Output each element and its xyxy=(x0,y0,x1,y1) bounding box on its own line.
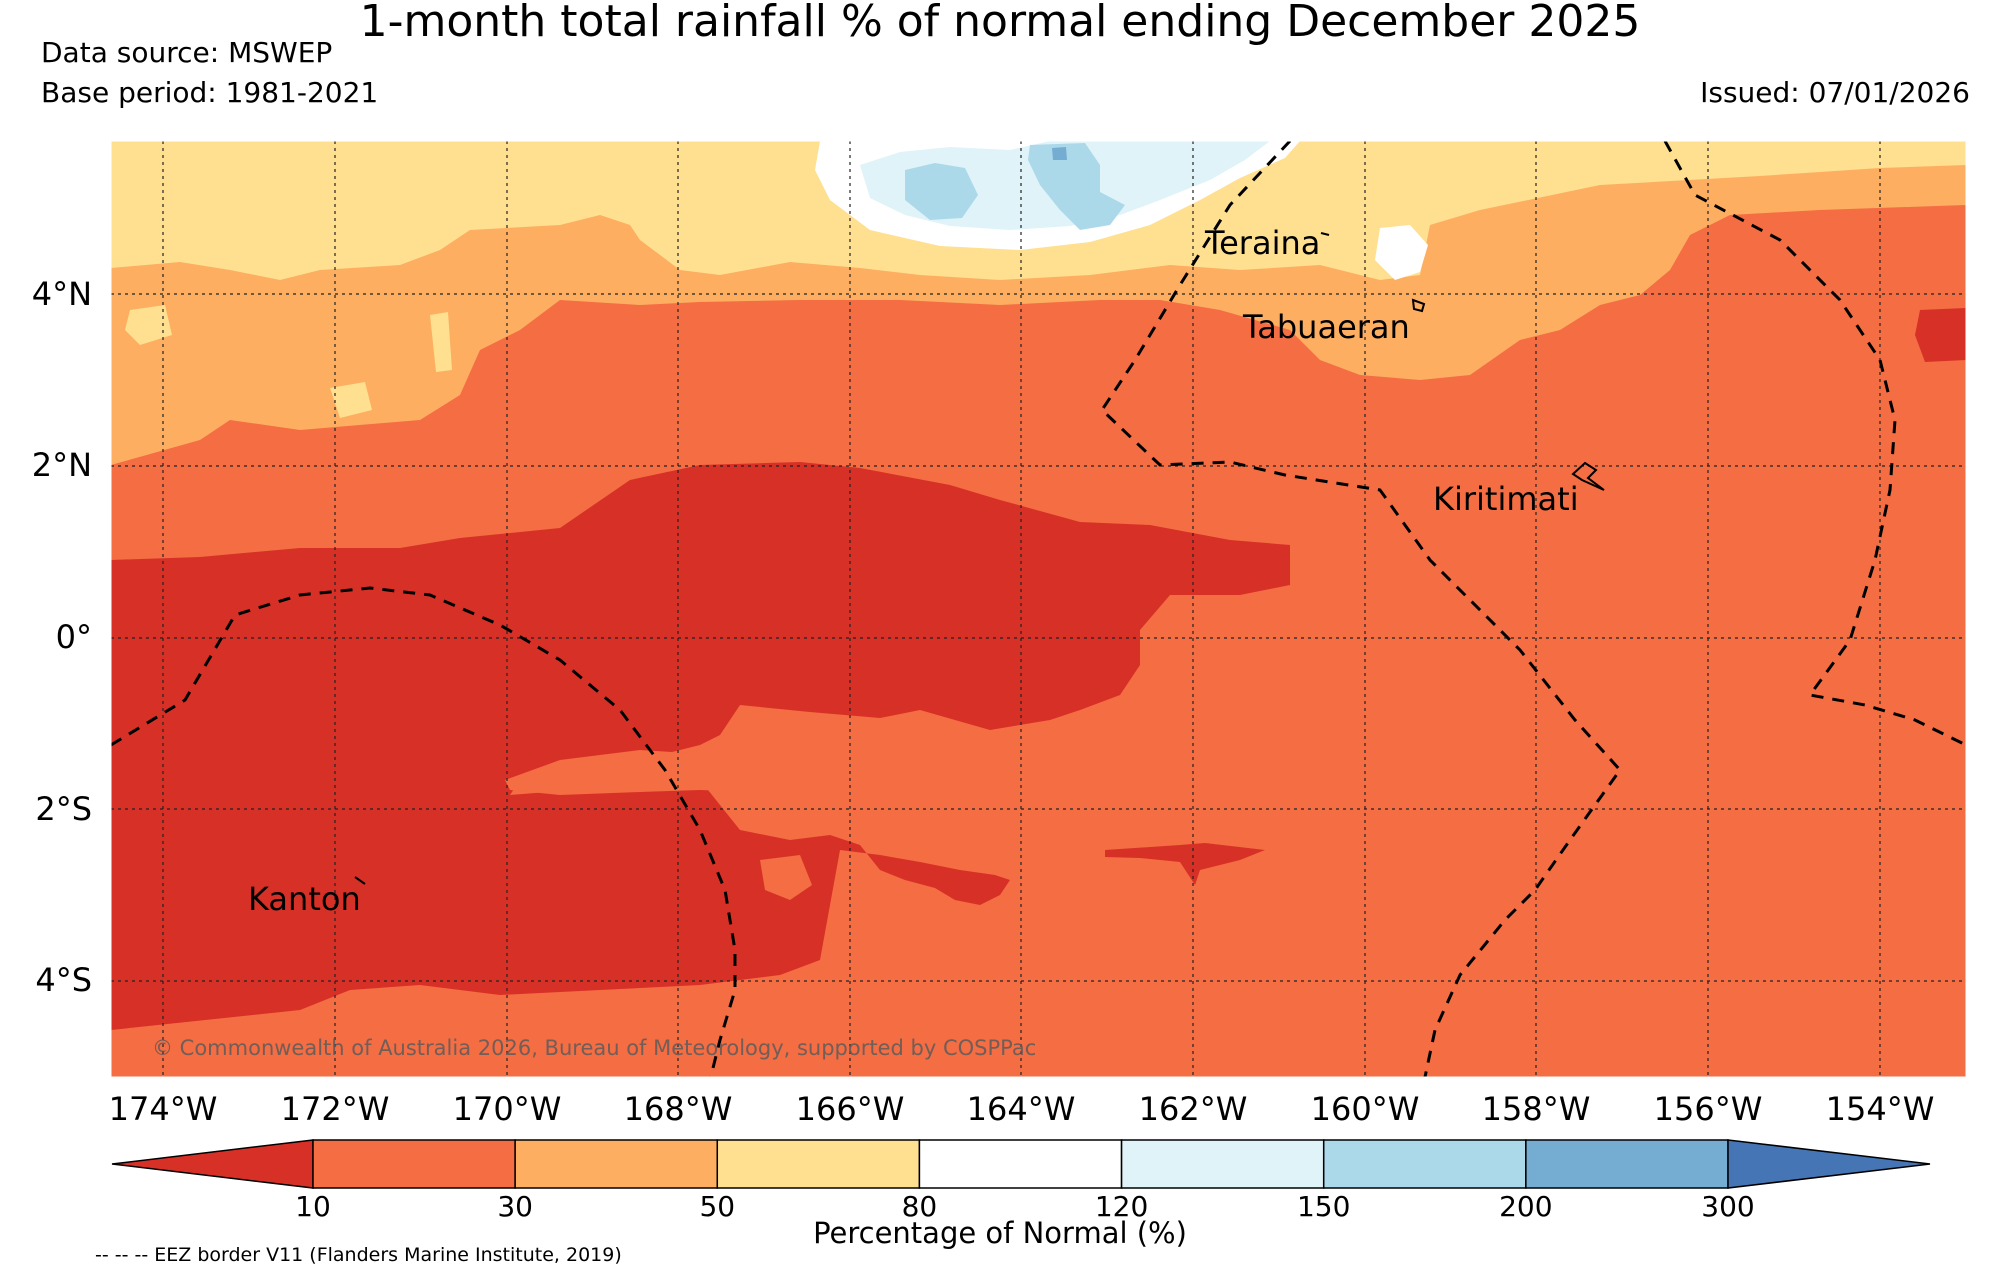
lon-label-164w: 164°W xyxy=(966,1090,1076,1128)
lon-label-170w: 170°W xyxy=(452,1090,562,1128)
zone-150-200 xyxy=(1028,143,1125,230)
island-label-teraina: Teraina xyxy=(1205,224,1321,262)
lon-label-174w: 174°W xyxy=(108,1090,218,1128)
colorbar-segment xyxy=(1525,1139,1729,1189)
zone-below-10-blob xyxy=(1105,843,1265,885)
map-frame xyxy=(110,140,1967,1078)
lon-label-158w: 158°W xyxy=(1481,1090,1591,1128)
lat-label-2n: 2°N xyxy=(31,446,92,484)
colorbar-segment xyxy=(918,1139,1123,1189)
zone-30-50 xyxy=(111,141,1966,465)
colorbar-tick-label: 30 xyxy=(497,1190,533,1223)
zone-200-300 xyxy=(1052,147,1067,160)
lon-label-172w: 172°W xyxy=(280,1090,390,1128)
copyright-notice: © Commonwealth of Australia 2026, Bureau… xyxy=(152,1036,1037,1060)
colorbar-tick-label: 300 xyxy=(1701,1190,1755,1223)
zone-50-80-blob xyxy=(125,305,172,345)
kiritimati-island-outline xyxy=(1571,461,1605,491)
eez-border xyxy=(1663,141,1966,747)
lon-label-156w: 156°W xyxy=(1653,1090,1763,1128)
zone-150-200 xyxy=(905,163,978,220)
colorbar-extend-low xyxy=(111,1139,314,1189)
zone-below-10 xyxy=(111,462,1290,1030)
zone-10-30-tongue xyxy=(505,750,760,795)
lon-label-160w: 160°W xyxy=(1310,1090,1420,1128)
data-source-label: Data source: MSWEP xyxy=(41,36,333,69)
eez-border xyxy=(111,586,737,1077)
colorbar-segment xyxy=(716,1139,921,1189)
zone-80-120 xyxy=(1375,225,1428,280)
colorbar-tick-label: 10 xyxy=(295,1190,331,1223)
kanton-island-outline xyxy=(354,876,366,885)
issued-date-label: Issued: 07/01/2026 xyxy=(1700,76,1970,109)
eez-legend-note: -- -- -- EEZ border V11 (Flanders Marine… xyxy=(95,1244,622,1266)
colorbar-segment xyxy=(312,1139,516,1189)
colorbar-segment xyxy=(1322,1139,1527,1189)
colorbar-tick-label: 150 xyxy=(1296,1190,1351,1223)
lon-label-154w: 154°W xyxy=(1825,1090,1935,1128)
lat-label-4s: 4°S xyxy=(35,961,92,999)
colorbar-segment xyxy=(1120,1139,1325,1189)
eez-border xyxy=(1100,141,1622,1077)
lon-label-162w: 162°W xyxy=(1138,1090,1248,1128)
colorbar-tick-label: 50 xyxy=(699,1190,736,1223)
lat-label-2s: 2°S xyxy=(35,790,92,828)
zone-50-80-blob xyxy=(330,382,372,418)
teraina-island-outline xyxy=(1320,232,1330,236)
lon-label-168w: 168°W xyxy=(623,1090,733,1128)
lat-label-0: 0° xyxy=(55,618,92,656)
colorbar-tick-label: 80 xyxy=(901,1190,938,1223)
colorbar-title: Percentage of Normal (%) xyxy=(813,1216,1187,1250)
tabuaeran-island-outline xyxy=(1411,298,1426,313)
island-label-kanton: Kanton xyxy=(248,880,361,918)
zone-below-10-blob xyxy=(1915,308,1966,362)
colorbar-extend-high xyxy=(1727,1139,1931,1189)
map-title: 1-month total rainfall % of normal endin… xyxy=(359,0,1641,47)
lon-label-166w: 166°W xyxy=(795,1090,905,1128)
lat-label-4n: 4°N xyxy=(31,275,92,313)
colorbar-tick-label: 120 xyxy=(1094,1190,1149,1223)
colorbar-tick-label: 200 xyxy=(1499,1190,1553,1223)
base-period-label: Base period: 1981-2021 xyxy=(41,76,379,109)
zone-50-80-blob xyxy=(430,312,452,372)
colorbar-segment xyxy=(514,1139,719,1189)
island-label-kiritimati: Kiritimati xyxy=(1433,480,1579,518)
zone-10-30-blob xyxy=(760,855,812,900)
island-label-tabuaeran: Tabuaeran xyxy=(1243,308,1410,346)
